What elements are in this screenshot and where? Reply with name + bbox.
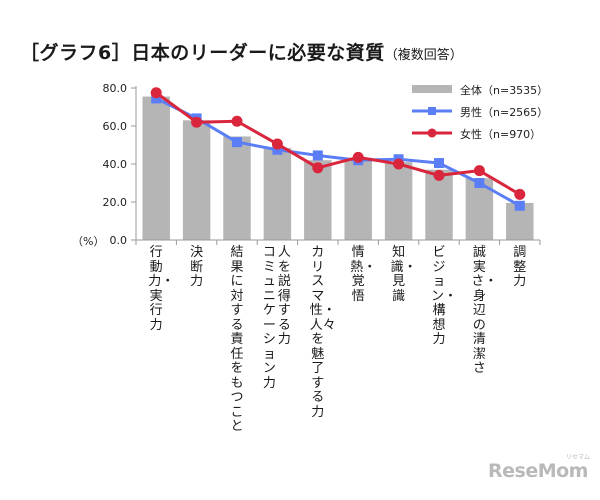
legend-label-female: 女性（n=970） [460, 128, 542, 141]
legend-swatch-female [412, 128, 452, 138]
marker-female-9 [514, 188, 526, 200]
marker-female-8 [473, 165, 485, 177]
legend-swatch-overall [412, 85, 452, 93]
x-tick-label-4: カリスマ性・人々を魅了する力 [309, 245, 336, 420]
y-tick-label-3: 60.0 [103, 120, 128, 133]
marker-female-7 [433, 169, 445, 181]
marker-female-5 [352, 151, 364, 163]
legend-label-male: 男性（n=2565） [460, 106, 549, 119]
resemom-logo: ReseMom [488, 460, 588, 482]
x-tick-label-3-line-0: 人を説得する力 [277, 245, 291, 347]
resemom-logo-ruby: リセマム [566, 454, 591, 461]
bar-overall-2 [223, 136, 251, 240]
x-tick-label-9: 調整力 [513, 245, 527, 289]
marker-female-4 [312, 162, 324, 174]
x-tick-label-2: 結果に対する責任をもつこと [230, 245, 244, 434]
legend-label-overall: 全体（n=3535） [460, 84, 549, 97]
x-tick-label-6: 知識・見識 [390, 245, 417, 304]
marker-male-3 [272, 144, 283, 155]
x-tick-label-5: 情熱・覚悟 [350, 245, 377, 304]
x-tick-label-7: ビジョン・構想力 [431, 245, 458, 347]
marker-male-9 [514, 200, 525, 211]
line-female [155, 91, 521, 196]
y-tick-label-4: 80.0 [103, 82, 128, 95]
y-tick-label-1: 20.0 [103, 196, 128, 209]
x-tick-label-1: 決断力 [190, 245, 204, 289]
bar-overall-0 [142, 96, 170, 240]
marker-male-8 [474, 178, 485, 188]
marker-female-0 [150, 87, 162, 99]
chart-title-sub: （複数回答） [384, 48, 463, 63]
x-tick-label-0: 行動力・実行力 [148, 245, 175, 333]
marker-female-3 [271, 138, 283, 150]
marker-male-4 [312, 150, 323, 161]
marker-female-6 [393, 158, 405, 170]
y-axis-unit-label: （%） [72, 235, 105, 248]
chart-title-main: ［グラフ6］日本のリーダーに必要な資質 [20, 42, 385, 64]
marker-male-2 [232, 137, 242, 148]
x-tick-label-8: 誠実さ・身辺の清潔さ [471, 245, 498, 376]
y-tick-label-0: 0.0 [110, 234, 128, 247]
bar-overall-6 [384, 162, 413, 240]
marker-male-0 [151, 93, 162, 104]
legend-swatch-male [412, 107, 452, 115]
marker-female-2 [231, 115, 243, 127]
marker-male-7 [434, 158, 444, 169]
x-tick-label-3-line-1: コミュニケーション力 [262, 245, 276, 391]
bar-overall-1 [182, 120, 211, 240]
chart-title: ［グラフ6］日本のリーダーに必要な資質（複数回答） [20, 38, 463, 65]
bar-overall-4 [304, 160, 332, 240]
bar-overall-7 [425, 169, 453, 240]
y-tick-label-2: 40.0 [103, 158, 128, 171]
marker-female-1 [191, 116, 203, 128]
bar-overall-3 [263, 147, 292, 240]
bar-overall-5 [344, 160, 372, 240]
